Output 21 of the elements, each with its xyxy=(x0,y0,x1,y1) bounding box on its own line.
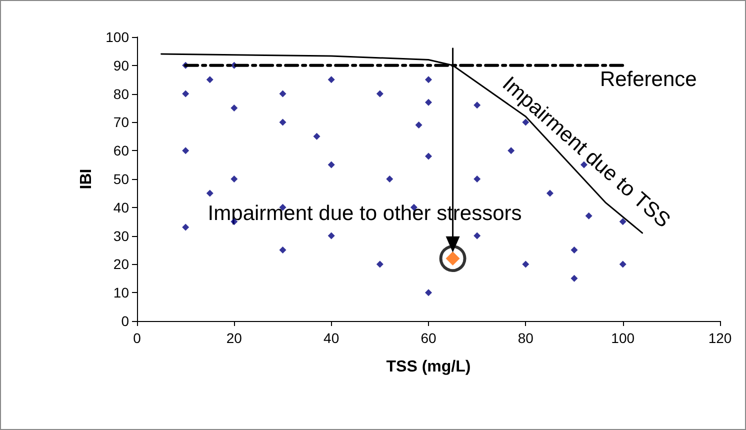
x-tick-label: 120 xyxy=(708,330,732,346)
y-tick-label: 70 xyxy=(113,114,130,130)
x-tick-label: 0 xyxy=(133,330,142,346)
y-tick-label: 10 xyxy=(113,284,130,301)
x-tick-label: 80 xyxy=(518,330,534,346)
y-tick-label: 60 xyxy=(113,142,130,159)
x-tick-label: 40 xyxy=(324,330,340,346)
x-axis-title: TSS (mg/L) xyxy=(386,358,471,376)
y-tick-label: 30 xyxy=(113,228,130,244)
y-tick-label: 20 xyxy=(113,256,130,272)
x-tick-label: 60 xyxy=(420,330,436,346)
series-label: Reference xyxy=(600,68,697,91)
y-tick-label: 0 xyxy=(121,313,130,329)
y-axis-title: IBI xyxy=(78,168,96,190)
y-tick-label: 90 xyxy=(113,57,130,74)
x-tick-label: 100 xyxy=(611,330,635,346)
y-tick-label: 40 xyxy=(113,199,130,216)
y-tick-label: 50 xyxy=(113,171,130,187)
y-tick-label: 80 xyxy=(113,86,130,102)
x-tick-label: 20 xyxy=(226,330,242,346)
y-tick-label: 100 xyxy=(106,29,130,45)
